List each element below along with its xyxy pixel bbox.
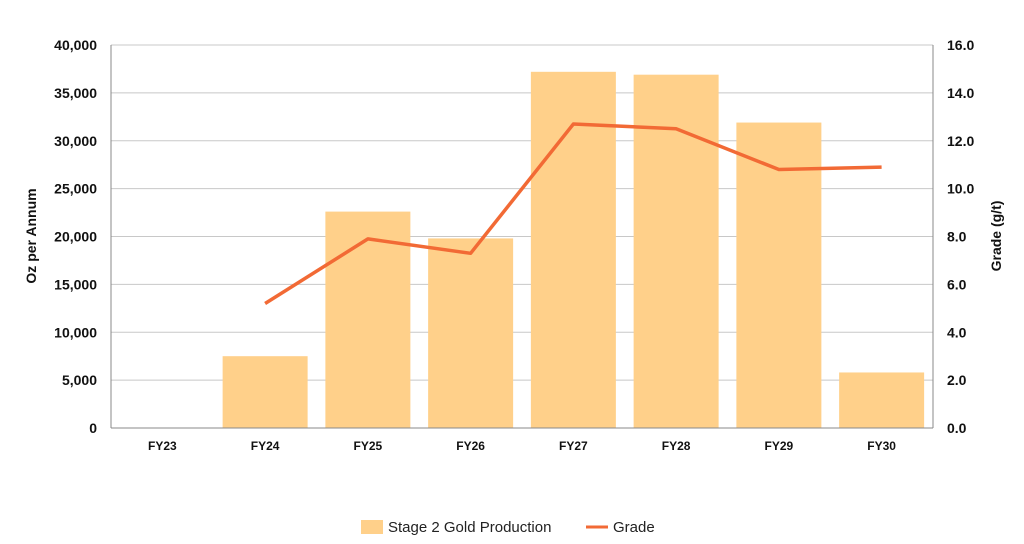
x-tick-label: FY29 [765, 439, 794, 453]
y-tick-label: 40,000 [54, 37, 97, 53]
bar-fy27 [530, 71, 616, 428]
bar-fy24 [222, 356, 308, 428]
axes [110, 45, 934, 429]
x-tick-label: FY30 [867, 439, 896, 453]
bar-fy30 [839, 372, 925, 428]
bar-fy26 [428, 238, 514, 428]
y2-tick-label: 10.0 [947, 181, 974, 197]
x-tick-label: FY23 [148, 439, 177, 453]
y2-tick-label: 4.0 [947, 324, 967, 340]
y2-tick-label: 12.0 [947, 133, 974, 149]
y2-tick-label: 8.0 [947, 229, 967, 245]
y-tick-label: 30,000 [54, 133, 97, 149]
bars [222, 71, 925, 429]
y2-tick-label: 14.0 [947, 85, 974, 101]
x-axis-ticks: FY23 FY24 FY25 FY26 FY27 FY28 FY29 FY30 [148, 439, 896, 453]
y-tick-label: 0 [89, 420, 97, 436]
y2-axis-ticks: 0.0 2.0 4.0 6.0 8.0 10.0 12.0 14.0 16.0 [947, 37, 974, 436]
y2-tick-label: 0.0 [947, 420, 967, 436]
x-tick-label: FY27 [559, 439, 588, 453]
bar-fy28 [633, 74, 719, 429]
y-tick-label: 15,000 [54, 276, 97, 292]
x-tick-label: FY26 [456, 439, 485, 453]
legend-swatch-production [361, 520, 383, 534]
y-axis-title: Oz per Annum [23, 188, 39, 283]
y-tick-label: 10,000 [54, 324, 97, 340]
y-tick-label: 20,000 [54, 229, 97, 245]
x-tick-label: FY25 [354, 439, 383, 453]
y-axis-ticks: 0 5,000 10,000 15,000 20,000 25,000 30,000 35,0… [54, 37, 97, 436]
legend-label-grade: Grade [613, 519, 655, 536]
y2-tick-label: 6.0 [947, 276, 967, 292]
legend-label-production: Stage 2 Gold Production [388, 519, 551, 536]
y2-tick-label: 2.0 [947, 372, 967, 388]
bar-fy29 [736, 122, 822, 429]
bar-fy25 [325, 211, 411, 428]
y2-tick-label: 16.0 [947, 37, 974, 53]
grade-line [264, 122, 882, 305]
y2-axis-title: Grade (g/t) [988, 201, 1004, 272]
y-tick-label: 35,000 [54, 85, 97, 101]
x-tick-label: FY28 [662, 439, 691, 453]
y-tick-label: 25,000 [54, 181, 97, 197]
grade-line-path [264, 122, 882, 305]
x-tick-label: FY24 [251, 439, 280, 453]
y-tick-label: 5,000 [62, 372, 97, 388]
legend: Stage 2 Gold Production Grade [361, 519, 655, 536]
